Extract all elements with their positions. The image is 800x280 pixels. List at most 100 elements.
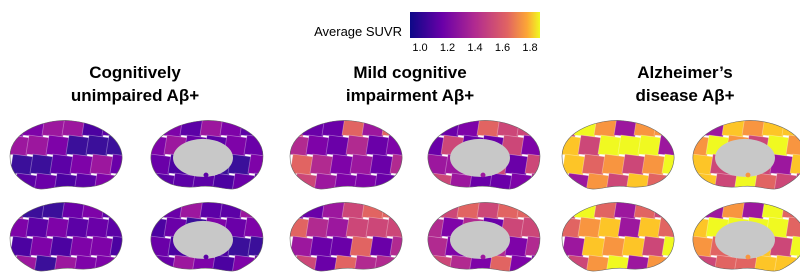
brain bbox=[682, 198, 800, 276]
figure: Average SUVR 1.01.21.41.61.8Cognitivelyu… bbox=[0, 0, 800, 280]
region bbox=[106, 135, 131, 156]
region bbox=[240, 116, 265, 137]
brain-regions bbox=[140, 198, 277, 276]
region bbox=[509, 173, 534, 194]
medial-wall bbox=[715, 139, 775, 177]
panel-title: impairment Aβ+ bbox=[346, 86, 474, 105]
region bbox=[509, 255, 534, 276]
brainstem-dot bbox=[481, 255, 486, 260]
region bbox=[110, 236, 135, 257]
region bbox=[232, 255, 257, 276]
region bbox=[782, 116, 800, 137]
brain bbox=[417, 116, 554, 194]
region bbox=[140, 116, 165, 137]
brainstem-dot bbox=[204, 173, 209, 178]
brainstem-dot bbox=[746, 173, 751, 178]
colorbar bbox=[410, 12, 540, 38]
region bbox=[654, 198, 679, 219]
region bbox=[374, 255, 399, 276]
region bbox=[774, 173, 799, 194]
brain-regions bbox=[554, 116, 691, 194]
region bbox=[244, 135, 269, 156]
region bbox=[248, 154, 273, 175]
region bbox=[394, 255, 419, 276]
brain-regions bbox=[2, 198, 139, 276]
region bbox=[682, 116, 707, 137]
region bbox=[666, 255, 691, 276]
brain bbox=[2, 116, 139, 194]
region bbox=[517, 116, 542, 137]
region bbox=[382, 198, 407, 219]
region bbox=[386, 135, 411, 156]
medial-wall bbox=[173, 221, 233, 259]
panel-title: Cognitively bbox=[89, 63, 181, 82]
brain-regions bbox=[282, 198, 419, 276]
region bbox=[248, 236, 273, 257]
brain bbox=[140, 198, 277, 276]
colorbar-tick-label: 1.6 bbox=[495, 42, 510, 54]
brain-regions bbox=[417, 198, 554, 276]
region bbox=[525, 236, 550, 257]
region bbox=[646, 255, 671, 276]
brain bbox=[140, 116, 277, 194]
brain bbox=[682, 116, 800, 194]
brain bbox=[282, 116, 419, 194]
region bbox=[394, 173, 419, 194]
region bbox=[654, 116, 679, 137]
region bbox=[682, 198, 707, 219]
region bbox=[386, 217, 411, 238]
region bbox=[114, 173, 139, 194]
brain bbox=[417, 198, 554, 276]
region bbox=[102, 198, 127, 219]
region bbox=[521, 217, 546, 238]
region bbox=[232, 173, 257, 194]
region bbox=[114, 255, 139, 276]
region bbox=[244, 217, 269, 238]
brain-regions bbox=[554, 198, 691, 276]
brain-regions bbox=[282, 116, 419, 194]
region bbox=[646, 173, 671, 194]
region bbox=[94, 255, 119, 276]
region bbox=[658, 217, 683, 238]
region bbox=[782, 198, 800, 219]
brain bbox=[282, 198, 419, 276]
colorbar-tick-label: 1.0 bbox=[412, 42, 427, 54]
brain-regions bbox=[2, 116, 139, 194]
brain bbox=[554, 116, 691, 194]
medial-wall bbox=[450, 221, 510, 259]
region bbox=[521, 135, 546, 156]
brain bbox=[2, 198, 139, 276]
region bbox=[417, 198, 442, 219]
brain bbox=[554, 198, 691, 276]
brain-regions bbox=[140, 116, 277, 194]
region bbox=[517, 198, 542, 219]
region bbox=[774, 255, 799, 276]
medial-wall bbox=[450, 139, 510, 177]
region bbox=[658, 135, 683, 156]
region bbox=[102, 116, 127, 137]
brain-regions bbox=[682, 198, 800, 276]
brain-regions bbox=[417, 116, 554, 194]
panel-title: Mild cognitive bbox=[353, 63, 466, 82]
colorbar-tick-label: 1.2 bbox=[440, 42, 455, 54]
region bbox=[106, 217, 131, 238]
medial-wall bbox=[715, 221, 775, 259]
region bbox=[662, 236, 687, 257]
region bbox=[382, 116, 407, 137]
brainstem-dot bbox=[746, 255, 751, 260]
panel-title: Alzheimer’s bbox=[637, 63, 732, 82]
region bbox=[390, 236, 415, 257]
region bbox=[140, 198, 165, 219]
brain-regions bbox=[682, 116, 800, 194]
colorbar-tick-label: 1.8 bbox=[522, 42, 537, 54]
region bbox=[662, 154, 687, 175]
panel-title: disease Aβ+ bbox=[635, 86, 734, 105]
region bbox=[94, 173, 119, 194]
brainstem-dot bbox=[481, 173, 486, 178]
panel-title: unimpaired Aβ+ bbox=[71, 86, 199, 105]
medial-wall bbox=[173, 139, 233, 177]
region bbox=[417, 116, 442, 137]
brainstem-dot bbox=[204, 255, 209, 260]
region bbox=[110, 154, 135, 175]
region bbox=[525, 154, 550, 175]
